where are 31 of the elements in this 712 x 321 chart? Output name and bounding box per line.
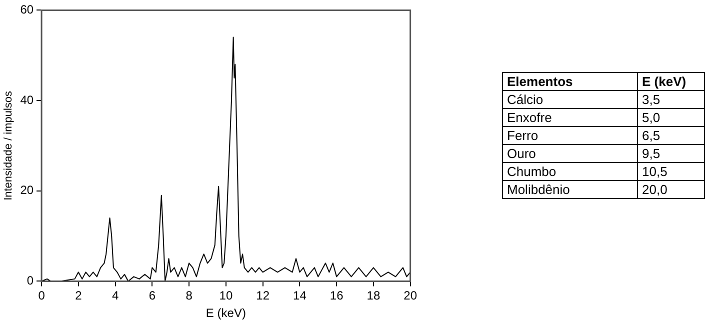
text: Elementos (502, 72, 638, 90)
x-tick-label: 4 (112, 288, 119, 303)
y-tick-label: 40 (20, 92, 34, 107)
text: 6,5 (638, 126, 704, 144)
x-axis-title: E (keV) (206, 306, 246, 320)
x-tick-label: 14 (293, 288, 307, 303)
x-tick-label: 0 (38, 288, 46, 303)
text: 3,5 (638, 90, 704, 108)
text: Molibdênio (502, 180, 638, 198)
y-tick-label: 60 (20, 2, 34, 17)
y-tick-label: 0 (26, 274, 34, 288)
text: 20,0 (638, 180, 704, 198)
y-tick-label: 20 (20, 183, 34, 198)
text: 9,5 (638, 144, 704, 162)
x-tick-label: 18 (366, 288, 380, 303)
text: E (keV) (638, 72, 704, 90)
text: Ouro (502, 144, 638, 162)
x-tick-label: 6 (148, 288, 156, 303)
y-axis-title: Intensidade / impulsos (2, 90, 15, 200)
text: Chumbo (502, 162, 638, 180)
x-tick-label: 12 (256, 288, 270, 303)
x-tick-label: 16 (330, 288, 344, 303)
text: Cálcio (502, 90, 638, 108)
x-tick-label: 2 (75, 288, 82, 303)
x-tick-label: 10 (219, 288, 233, 303)
text: Ferro (502, 126, 638, 144)
x-tick-label: 20 (404, 288, 418, 303)
text: 10,5 (638, 162, 704, 180)
text: Enxofre (502, 108, 638, 126)
x-tick-label: 8 (186, 288, 193, 303)
text: 5,0 (638, 108, 704, 126)
